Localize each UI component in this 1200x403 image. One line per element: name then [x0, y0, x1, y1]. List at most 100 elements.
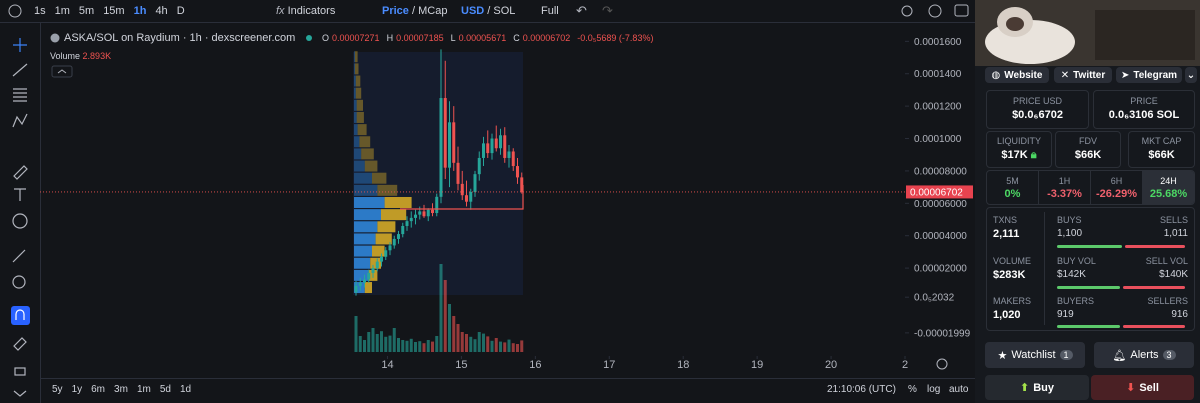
profile-sell [381, 209, 407, 221]
profile-buy [354, 209, 381, 221]
candle-body [354, 285, 358, 293]
volume-bar [520, 340, 524, 352]
links-more[interactable]: ⌄ [1185, 67, 1197, 83]
candle-body [499, 135, 502, 149]
liquidity-value: $17K 🔒︎ [987, 149, 1051, 162]
range-button[interactable]: 1d [179, 384, 192, 395]
sell-button[interactable]: ⬇ Sell [1091, 375, 1194, 400]
liquidity-box: LIQUIDITY $17K 🔒︎ [986, 131, 1052, 168]
range-button[interactable]: 5d [159, 384, 171, 395]
change-tab[interactable]: 1H -3.37% [1038, 171, 1090, 204]
poc-line [400, 185, 524, 210]
profile-sell [364, 282, 372, 294]
chart-bg [0, 0, 975, 403]
interval-button[interactable]: D [176, 5, 185, 17]
interval-button[interactable]: 1s [34, 5, 46, 17]
symbol-title: ASKA/SOL on Raydium · 1h · dexscreener.c… [64, 32, 296, 44]
indicators-button[interactable]: fx Indicators [276, 5, 335, 17]
telegram-link[interactable]: ➤ Telegram [1116, 67, 1182, 83]
ruler-icon [12, 249, 26, 263]
undo-button[interactable]: ↶ [576, 3, 587, 18]
volume-bar [414, 342, 417, 352]
add-symbol-icon[interactable] [8, 4, 22, 18]
collapse-button[interactable] [51, 65, 73, 78]
candle-body [405, 221, 409, 226]
search-icon[interactable] [901, 5, 913, 17]
brush-icon [13, 165, 28, 180]
ratio-bar-buy [1057, 245, 1123, 248]
settings-icon[interactable] [936, 358, 948, 370]
interval-button[interactable]: 1h [133, 5, 147, 17]
website-link[interactable]: ◍ Website [985, 67, 1049, 83]
pattern-icon [12, 113, 28, 128]
y-tick-label: 0.00006000 [914, 199, 967, 210]
usd-sol-toggle[interactable]: USD / SOL [461, 5, 516, 17]
alerts-button[interactable]: 🔔︎ Alerts 3 [1094, 342, 1194, 368]
interval-button[interactable]: 15m [103, 5, 125, 17]
profile-buy [354, 160, 365, 172]
settings-top-icon[interactable] [928, 4, 942, 18]
volume-bar [452, 316, 456, 352]
log-toggle[interactable]: log [927, 384, 941, 395]
sell-icon: ⬇ [1126, 382, 1136, 394]
profile-sell [355, 87, 362, 99]
ohlc-value: 0.00005671 [458, 33, 507, 43]
sellers-value: 916 [1171, 309, 1188, 320]
ohlc-value: 0.00007185 [396, 33, 444, 43]
sol-text: SOL [493, 5, 516, 17]
change-tab[interactable]: 24H 25.68% [1142, 171, 1194, 204]
range-button[interactable]: 3m [114, 384, 128, 395]
full-button[interactable]: Full [541, 5, 559, 17]
percent-toggle[interactable]: % [908, 384, 917, 395]
volume-legend-label: Volume [50, 51, 81, 61]
twitter-text: Twitter [1073, 69, 1106, 81]
volume-bar [392, 328, 396, 352]
range-button[interactable]: 6m [91, 384, 106, 395]
change-tab[interactable]: 6H -26.29% [1090, 171, 1142, 204]
interval-button[interactable]: 1m [54, 5, 70, 17]
ohlc-change: -0.0₅5689 (-7.83%) [577, 33, 654, 43]
volume-bar [503, 342, 507, 352]
x-tick-label: 14 [381, 359, 393, 371]
profile-sell [372, 245, 385, 257]
watchlist-button[interactable]: ★ Watchlist 1 [985, 342, 1085, 368]
y-tick-label: 0.0001400 [914, 69, 962, 80]
profile-buy [354, 99, 357, 111]
ohlc-legend: O 0.00007271 H 0.00007185 L 0.00005671 C 0.0000… [322, 33, 653, 43]
auto-toggle[interactable]: auto [949, 384, 969, 395]
redo-button[interactable]: ↷ [602, 3, 613, 18]
interval-button[interactable]: 5m [78, 5, 95, 17]
candle-body [418, 211, 422, 215]
range-bar: 5y 1y 6m 3m 1m 5d 1d [52, 384, 191, 395]
volume-bar [418, 341, 422, 352]
interval-button[interactable]: 4h [155, 5, 168, 17]
range-button[interactable]: 1y [71, 384, 83, 395]
candle-body [520, 177, 524, 192]
candle-body [431, 209, 434, 214]
buy-button[interactable]: ⬆ Buy [985, 375, 1089, 400]
range-button[interactable]: 1m [136, 384, 151, 395]
volume-bar [375, 334, 379, 352]
change-tab[interactable]: 5M 0% [987, 171, 1038, 204]
candle-body [363, 279, 366, 283]
range-button[interactable]: 5y [52, 384, 63, 395]
collapse-icon [57, 69, 67, 74]
twitter-link[interactable]: ✕ Twitter [1054, 67, 1112, 83]
screenshot-icon[interactable] [954, 4, 969, 17]
ohlc-key: O [322, 33, 330, 43]
profile-sell [375, 233, 392, 245]
profile-buy [354, 282, 365, 294]
indicators-text: Indicators [287, 5, 336, 17]
liquidity-text: $17K [1001, 149, 1028, 161]
price-mcap-toggle[interactable]: Price / MCap [382, 5, 448, 17]
ohlc-value: 0.00007271 [332, 33, 380, 43]
profile-sell [372, 172, 387, 184]
volume-bar [482, 333, 485, 352]
profile-buy [354, 233, 376, 245]
candle-body [494, 138, 498, 149]
volume-bar [354, 316, 358, 352]
candle-body [469, 191, 473, 202]
volume-bar [363, 340, 366, 352]
volume-bar [494, 338, 498, 352]
sell-text: Sell [1139, 381, 1159, 394]
